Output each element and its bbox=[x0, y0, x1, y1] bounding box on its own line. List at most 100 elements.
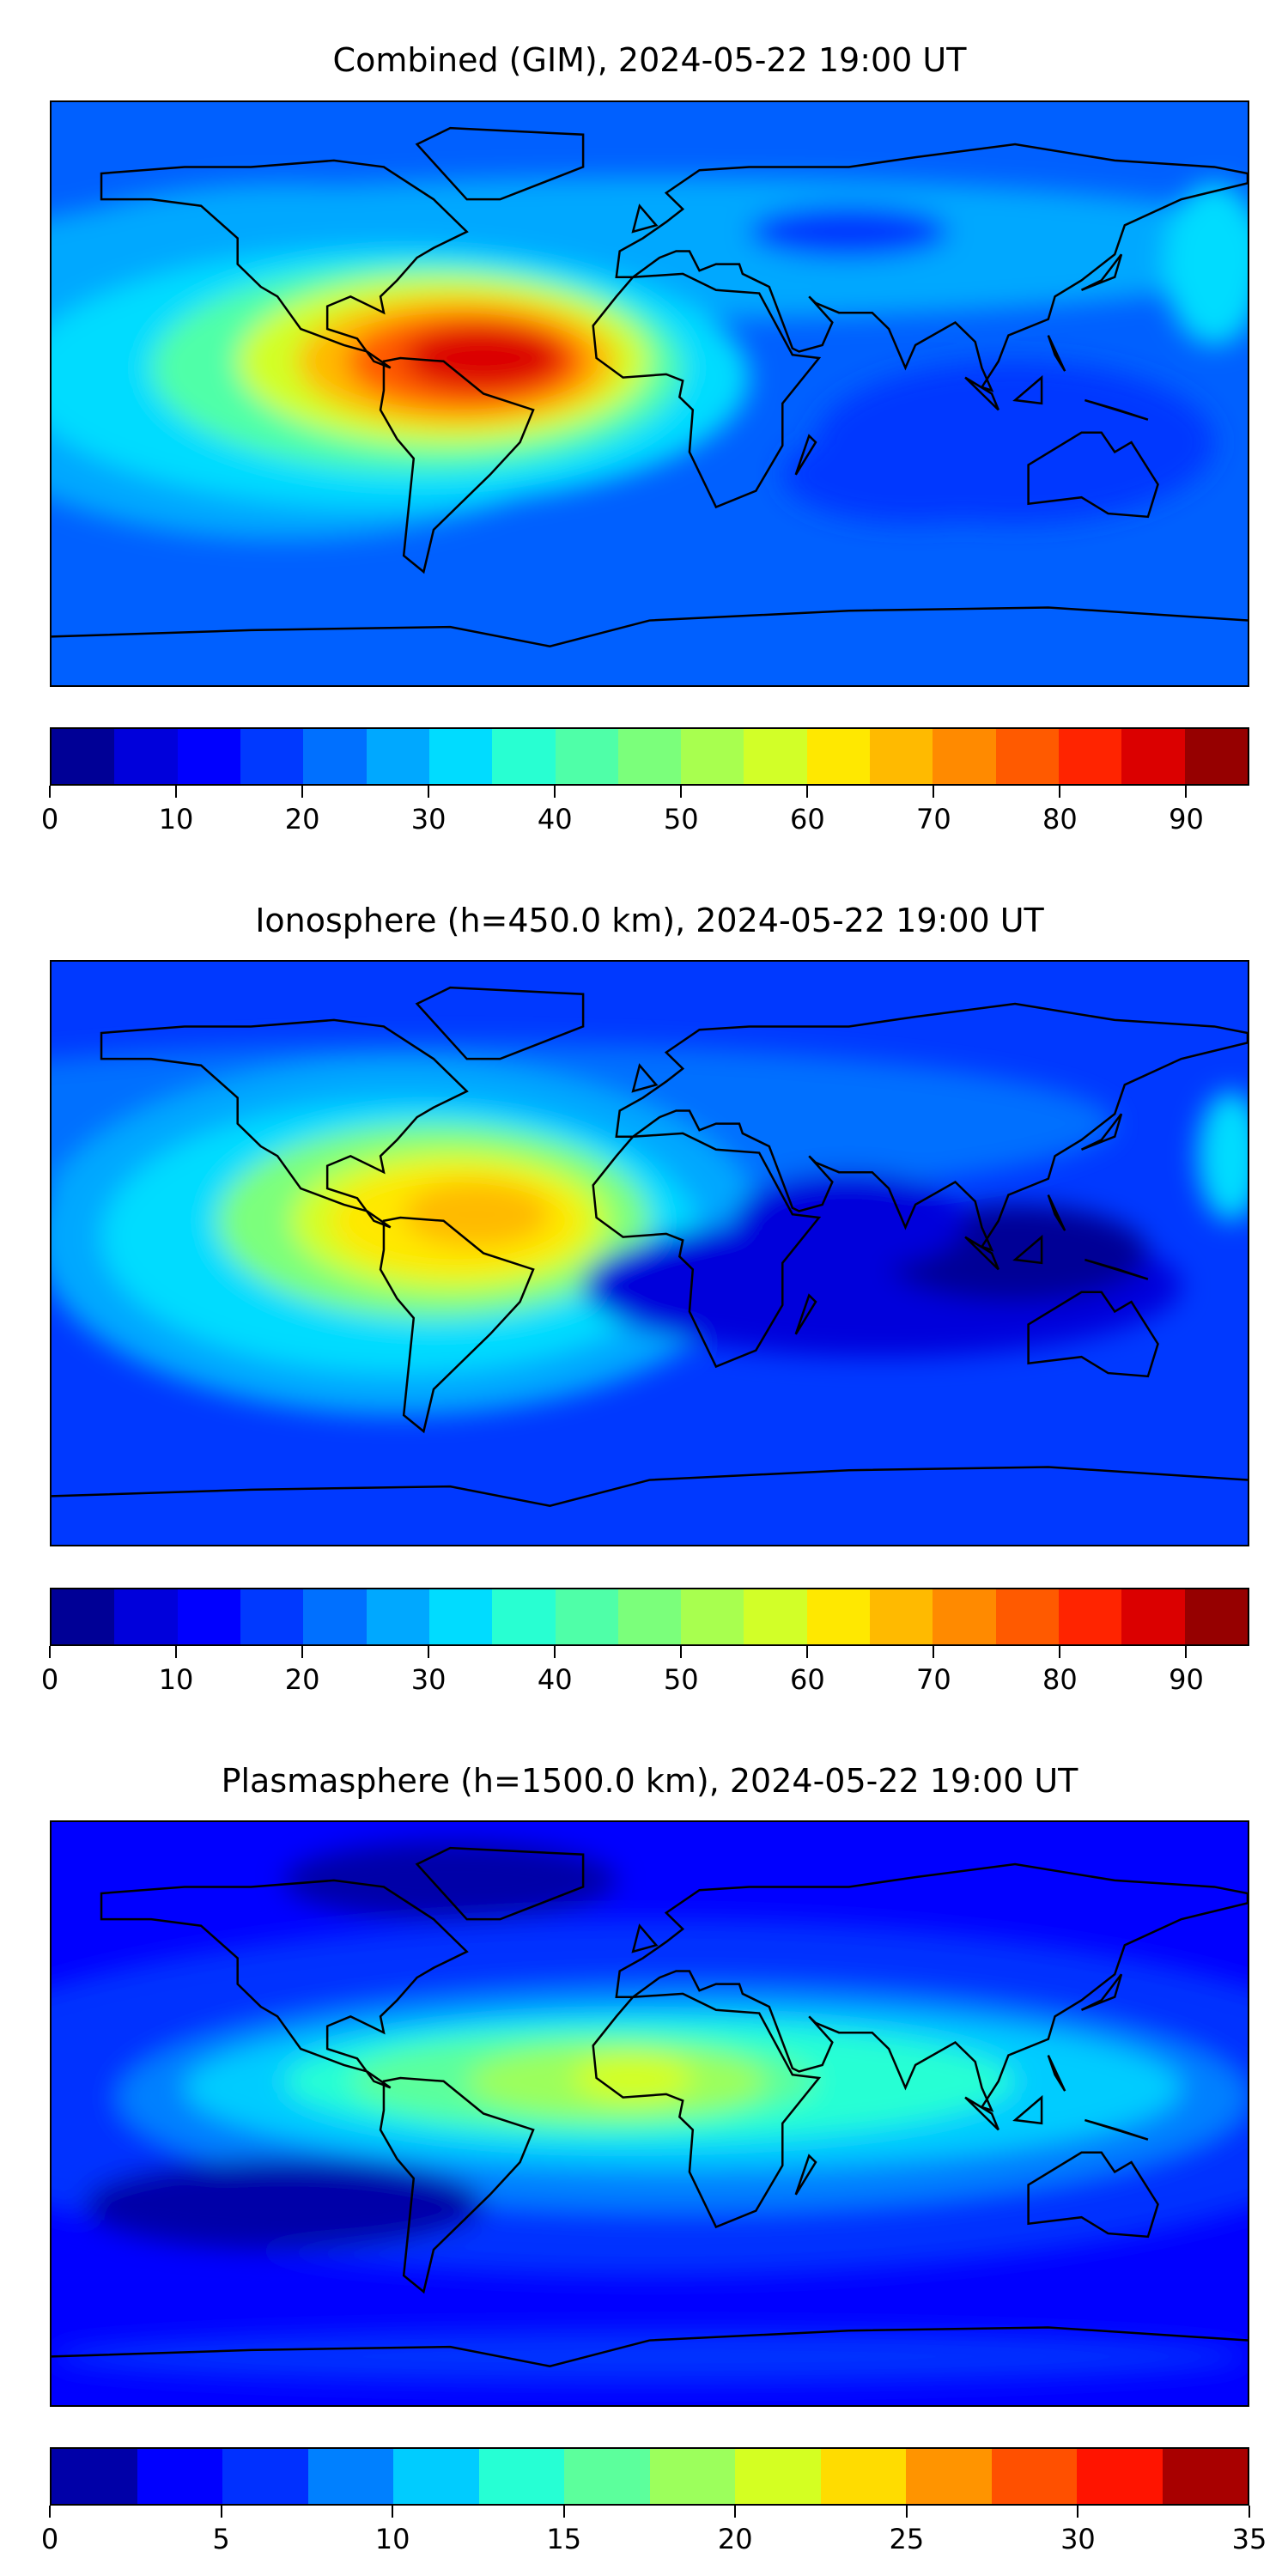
coastline bbox=[617, 144, 1248, 391]
colorbar-tick bbox=[1059, 786, 1061, 798]
colorbar-segment bbox=[1121, 1589, 1185, 1644]
colorbar-combined bbox=[50, 727, 1249, 786]
colorbar-segment bbox=[995, 1589, 1059, 1644]
colorbar-tick-label: 90 bbox=[1169, 803, 1204, 835]
colorbar-segment bbox=[137, 2449, 222, 2504]
coastline bbox=[633, 206, 656, 232]
coastline bbox=[417, 987, 583, 1059]
coastline bbox=[1048, 1195, 1065, 1230]
colorbar-tick-label: 30 bbox=[410, 1663, 447, 1696]
colorbar-segment bbox=[735, 2449, 821, 2504]
map-svg bbox=[52, 962, 1248, 1545]
colorbar-tick-label: 35 bbox=[1231, 2523, 1267, 2555]
colorbar-segment bbox=[1121, 729, 1185, 784]
coastline bbox=[796, 436, 816, 475]
coastline bbox=[593, 1994, 819, 2227]
colorbar-tick bbox=[175, 786, 178, 798]
coastline bbox=[380, 358, 533, 572]
colorbar-segment bbox=[1059, 1589, 1122, 1644]
coastline bbox=[101, 1880, 467, 2087]
coastline bbox=[593, 1133, 819, 1367]
map-combined bbox=[50, 100, 1249, 687]
coastline bbox=[101, 161, 467, 368]
colorbar-segment bbox=[366, 729, 429, 784]
contour-region bbox=[404, 1182, 550, 1247]
coastline bbox=[1084, 2120, 1148, 2140]
colorbar-tick-label: 10 bbox=[374, 2523, 410, 2555]
coastline bbox=[52, 2327, 1248, 2366]
colorbar-tick-label: 30 bbox=[1060, 2523, 1096, 2555]
coastline bbox=[617, 1864, 1248, 2111]
coastline bbox=[417, 1848, 583, 1919]
colorbar-tick-label: 25 bbox=[889, 2523, 925, 2555]
colorbar-segment bbox=[555, 729, 618, 784]
panel-title-plasmasphere: Plasmasphere (h=1500.0 km), 2024-05-22 1… bbox=[221, 1762, 1078, 1800]
colorbar-tick bbox=[933, 1646, 935, 1658]
colorbar-tick bbox=[301, 786, 304, 798]
colorbar-segment bbox=[906, 2449, 992, 2504]
contour-region bbox=[1164, 183, 1248, 345]
colorbar-tick bbox=[301, 1646, 304, 1658]
colorbar-segment bbox=[393, 2449, 479, 2504]
colorbar-tick-label: 10 bbox=[158, 803, 194, 835]
colorbar-segment bbox=[555, 1589, 618, 1644]
colorbar-segment bbox=[744, 729, 807, 784]
colorbar-segment bbox=[870, 729, 933, 784]
colorbar-tick bbox=[1185, 786, 1188, 798]
coastline bbox=[1084, 400, 1148, 420]
coastline bbox=[1082, 1114, 1121, 1149]
contour-region bbox=[782, 426, 1048, 524]
map-svg bbox=[52, 102, 1248, 685]
colorbar-tick-label: 60 bbox=[789, 803, 825, 835]
colorbar-segment bbox=[617, 729, 682, 784]
colorbar-segment bbox=[995, 729, 1059, 784]
colorbar-segment bbox=[744, 1589, 807, 1644]
colorbar-segment bbox=[1077, 2449, 1163, 2504]
colorbar-tick-label: 15 bbox=[546, 2523, 582, 2555]
coastline bbox=[52, 1467, 1248, 1505]
colorbar-tick-label: 40 bbox=[537, 803, 573, 835]
colorbar-tick-label: 0 bbox=[40, 803, 59, 835]
coastline bbox=[796, 2156, 816, 2195]
colorbar-tick-label: 5 bbox=[212, 2523, 230, 2555]
coastline bbox=[1015, 2098, 1042, 2123]
contour-region bbox=[1197, 1091, 1248, 1221]
colorbar-tick-label: 10 bbox=[158, 1663, 194, 1696]
coastline bbox=[965, 378, 999, 410]
colorbar-segment bbox=[52, 1589, 115, 1644]
colorbar-tick bbox=[220, 2506, 222, 2518]
colorbar-tick-label: 20 bbox=[284, 1663, 320, 1696]
colorbar-segment bbox=[366, 1589, 429, 1644]
colorbar-segment bbox=[303, 1589, 367, 1644]
coastline bbox=[1029, 1292, 1158, 1376]
coastline bbox=[593, 274, 819, 507]
colorbar-ticks-ionosphere: 0 10 20 30 40 50 60 70 80 90 bbox=[41, 1646, 1249, 1698]
colorbar-segment bbox=[649, 2449, 735, 2504]
colorbar-segment bbox=[114, 1589, 178, 1644]
contour-region bbox=[749, 205, 949, 258]
colorbar-tick bbox=[554, 1646, 556, 1658]
colorbar-tick-label: 80 bbox=[1042, 1663, 1078, 1696]
colorbar-tick bbox=[933, 786, 935, 798]
coastline bbox=[1015, 1237, 1042, 1263]
colorbar-tick bbox=[49, 786, 51, 798]
colorbar-tick bbox=[1059, 1646, 1061, 1658]
colorbar-segment bbox=[222, 2449, 308, 2504]
colorbar-tick-label: 90 bbox=[1169, 1663, 1204, 1696]
colorbar-tick bbox=[428, 1646, 430, 1658]
coastline bbox=[1048, 2056, 1065, 2091]
colorbar-ticks-combined: 0 10 20 30 40 50 60 70 80 90 bbox=[41, 786, 1249, 837]
map-ionosphere bbox=[50, 960, 1249, 1546]
map-svg bbox=[52, 1822, 1248, 2405]
colorbar-tick-label: 0 bbox=[40, 1663, 59, 1696]
coastline bbox=[965, 1237, 999, 1270]
panel-title-combined: Combined (GIM), 2024-05-22 19:00 UT bbox=[332, 41, 967, 79]
colorbar-tick bbox=[1185, 1646, 1188, 1658]
colorbar-tick-label: 70 bbox=[916, 1663, 951, 1696]
colorbar-tick-label: 40 bbox=[537, 1663, 573, 1696]
coastline bbox=[1015, 378, 1042, 404]
colorbar-segment bbox=[806, 729, 871, 784]
colorbar-tick bbox=[806, 1646, 809, 1658]
colorbar-tick-label: 0 bbox=[40, 2523, 59, 2555]
colorbar-segment bbox=[240, 729, 304, 784]
